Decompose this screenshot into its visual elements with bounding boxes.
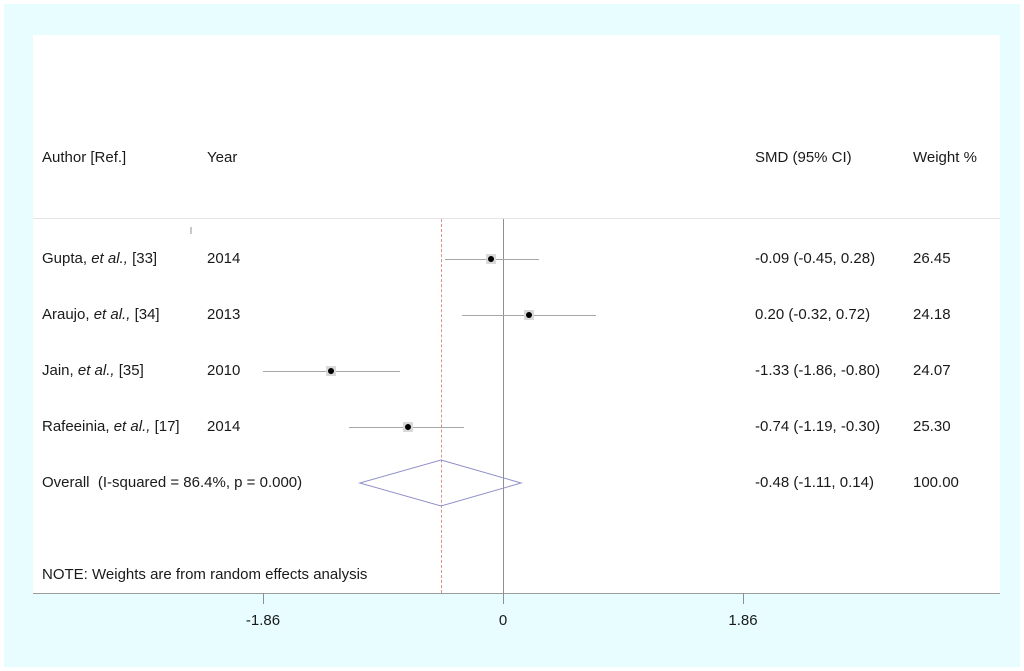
study-year: 2014 xyxy=(207,418,241,435)
axis-tick xyxy=(503,593,504,604)
note-text: NOTE: Weights are from random effects an… xyxy=(42,566,368,583)
point-estimate-marker xyxy=(488,256,495,262)
axis-tick-label: -1.86 xyxy=(245,612,281,629)
overall-smd-value: -0.48 (-1.11, 0.14) xyxy=(755,474,874,491)
axis-tick-label: 0 xyxy=(498,612,508,629)
study-author: Gupta, et al., [33] xyxy=(42,250,158,267)
study-smd-value: -0.09 (-0.45, 0.28) xyxy=(755,250,876,267)
stray-mark xyxy=(190,227,192,234)
point-estimate-marker xyxy=(404,424,411,430)
column-header-year: Year xyxy=(207,149,238,166)
study-author: Rafeeinia, et al., [17] xyxy=(42,418,180,435)
study-weight-value: 25.30 xyxy=(913,418,951,435)
study-weight-value: 26.45 xyxy=(913,250,951,267)
study-year: 2014 xyxy=(207,250,241,267)
study-smd-value: 0.20 (-0.32, 0.72) xyxy=(755,306,871,323)
column-header-weight: Weight % xyxy=(913,149,977,166)
axis-tick xyxy=(263,593,264,604)
study-author: Jain, et al., [35] xyxy=(42,362,144,379)
header-separator-line xyxy=(33,218,1000,219)
column-header-smd: SMD (95% CI) xyxy=(755,149,852,166)
study-year: 2013 xyxy=(207,306,241,323)
study-smd-value: -1.33 (-1.86, -0.80) xyxy=(755,362,881,379)
study-year: 2010 xyxy=(207,362,241,379)
zero-reference-line xyxy=(503,219,504,593)
study-weight-value: 24.18 xyxy=(913,306,951,323)
point-estimate-marker xyxy=(525,312,532,318)
overall-weight-value: 100.00 xyxy=(913,474,959,491)
overall-label: Overall (I-squared = 86.4%, p = 0.000) xyxy=(42,474,303,491)
study-author: Araujo, et al., [34] xyxy=(42,306,160,323)
point-estimate-marker xyxy=(328,368,335,374)
study-smd-value: -0.74 (-1.19, -0.30) xyxy=(755,418,881,435)
axis-tick-label: 1.86 xyxy=(728,612,758,629)
axis-tick xyxy=(742,593,744,604)
overall-estimate-dashed-line xyxy=(441,219,443,593)
column-header-author: Author [Ref.] xyxy=(42,149,127,166)
study-weight-value: 24.07 xyxy=(913,362,951,379)
plot-panel: Author [Ref.] Year SMD (95% CI) Weight %… xyxy=(33,35,1000,594)
